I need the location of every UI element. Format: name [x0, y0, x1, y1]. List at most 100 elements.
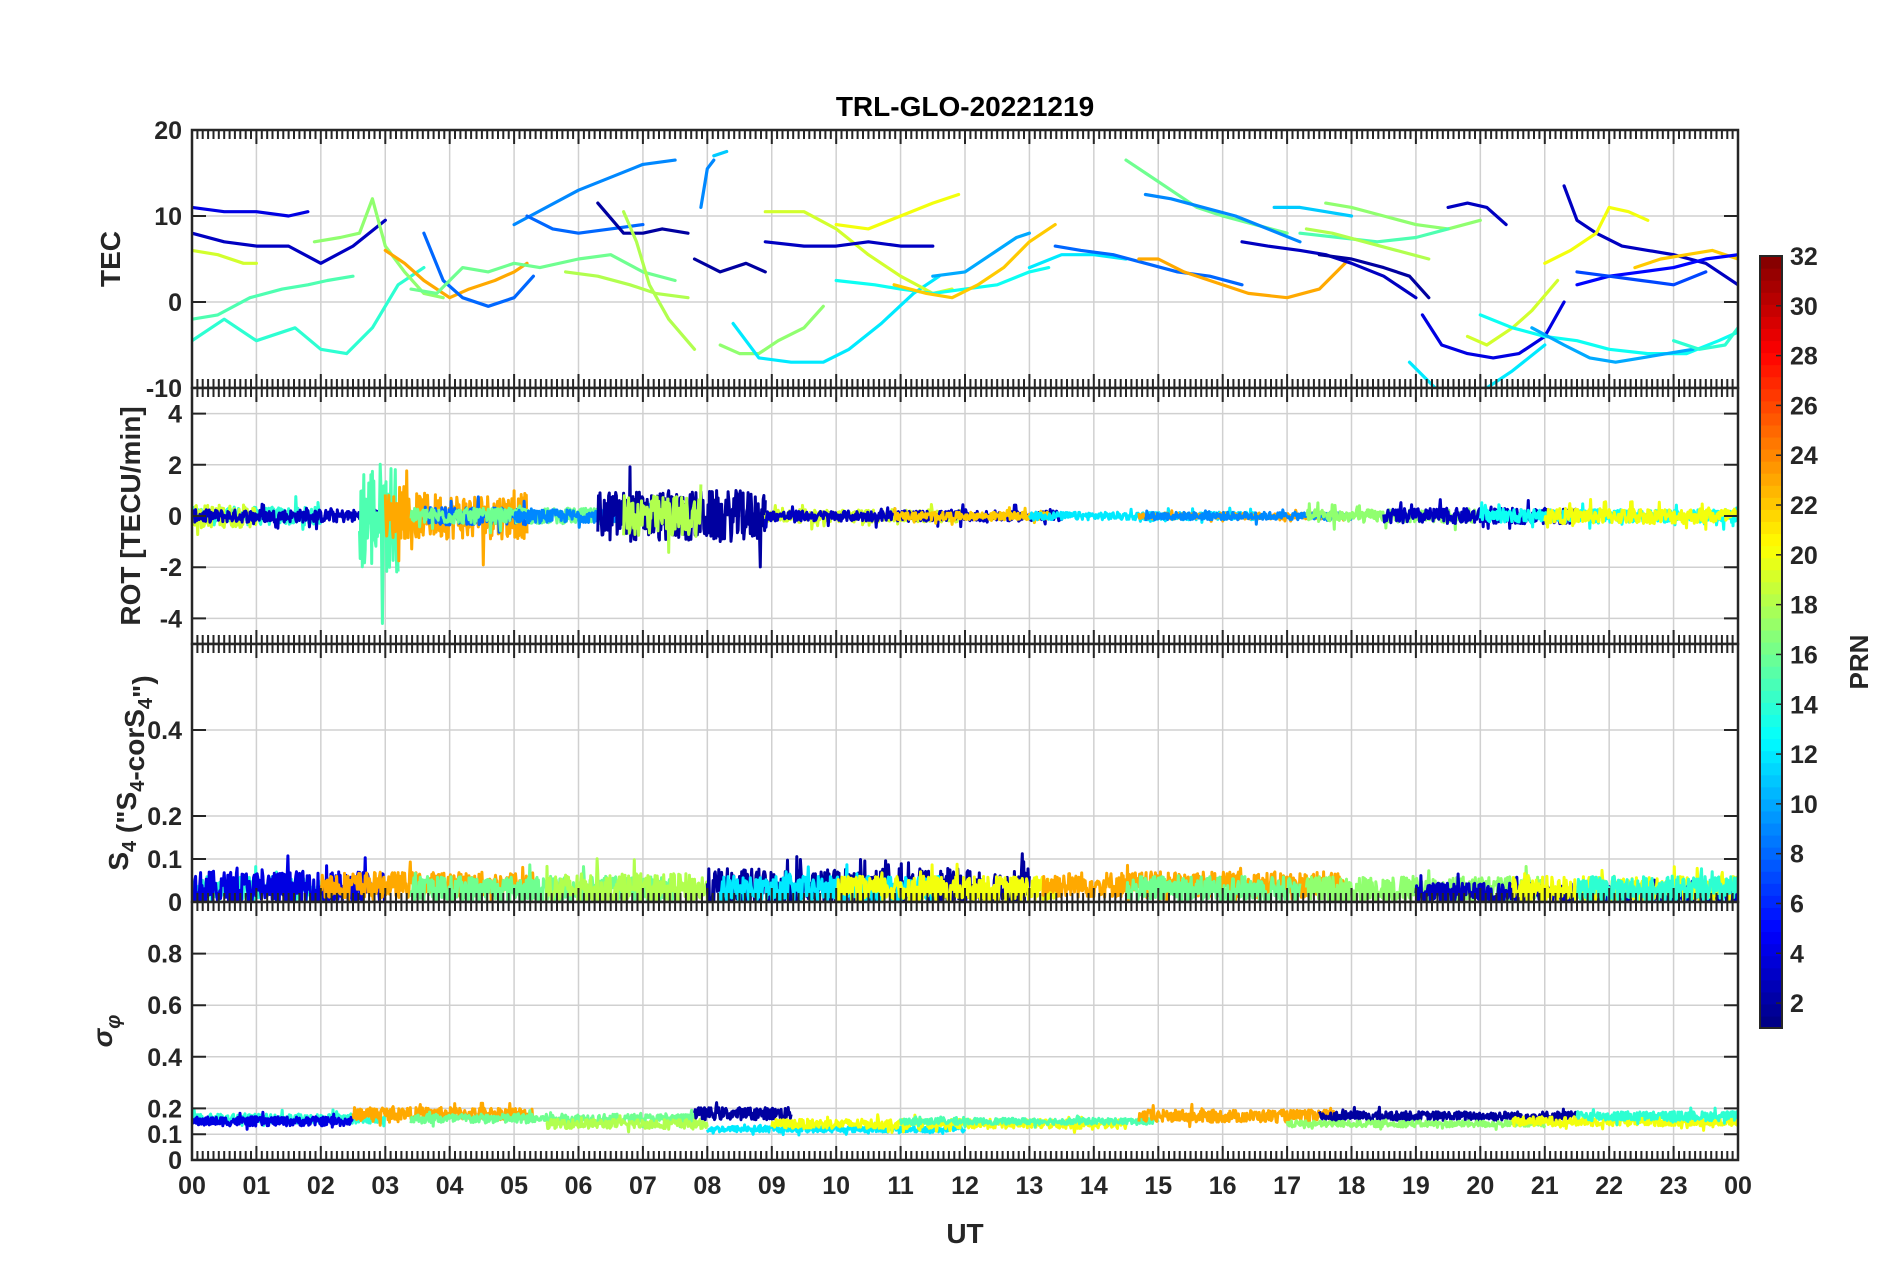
colorbar-swatch	[1760, 1003, 1782, 1017]
y-tick-label: 0.6	[147, 992, 182, 1020]
tec-series-line	[192, 205, 310, 218]
colorbar-swatch	[1760, 400, 1782, 414]
colorbar-swatch	[1760, 750, 1782, 764]
x-tick-label: 00	[178, 1172, 206, 1200]
tec-series-line	[692, 257, 767, 274]
tec-series-line	[712, 149, 729, 158]
colorbar-swatch	[1760, 304, 1782, 317]
s4-series-line	[409, 863, 677, 902]
tec-series-line	[192, 218, 387, 265]
colorbar-swatch	[1760, 316, 1782, 329]
colorbar-swatch	[1760, 955, 1782, 969]
rot-series-line	[892, 506, 1057, 526]
sigma-series-line	[545, 1114, 709, 1134]
y-axis-label-rot: ROT [TECU/min]	[115, 406, 146, 625]
colorbar-swatch	[1760, 871, 1782, 884]
colorbar-swatch	[1760, 352, 1782, 366]
tec-series-line	[931, 231, 1032, 278]
x-tick-label: 16	[1209, 1172, 1237, 1200]
colorbar-swatch	[1760, 883, 1782, 896]
x-tick-label: 21	[1531, 1172, 1559, 1200]
y-tick-label: 0.4	[147, 717, 182, 745]
colorbar-swatch	[1760, 412, 1782, 426]
sigma-series-line	[1575, 1106, 1738, 1127]
x-tick-label: 10	[822, 1172, 850, 1200]
tec-series-line	[1324, 201, 1482, 231]
x-tick-label: 20	[1466, 1172, 1494, 1200]
tec-series-line	[192, 266, 426, 356]
panel-s4-ticks	[191, 644, 1739, 903]
tec-series-line	[1298, 227, 1450, 244]
colorbar-swatch	[1760, 593, 1782, 607]
tec-series-line	[1543, 205, 1650, 265]
x-tick-labels: 00 01 02 03 04 05 06 07 08 09 10 11 12 13 14 15 16 17 18 19…	[178, 1172, 1752, 1200]
tec-series-line	[1671, 326, 1738, 351]
colorbar-tick-label: 6	[1790, 890, 1804, 918]
panel-tec-data	[192, 149, 1738, 388]
y-axis-label-s4: S4 ("S4-corS4")	[103, 675, 158, 870]
colorbar-swatch	[1760, 292, 1782, 305]
panel-rot: -4 -2 0 2 4 ROT [TECU/min]	[115, 386, 1740, 646]
colorbar-swatch	[1760, 376, 1782, 390]
colorbar-tick-label: 20	[1790, 542, 1818, 570]
colorbar-swatch	[1760, 629, 1782, 643]
tec-series-line	[1053, 244, 1244, 287]
colorbar-swatch	[1760, 895, 1782, 908]
colorbar-swatch	[1760, 473, 1782, 486]
colorbar-swatch	[1760, 485, 1782, 498]
colorbar-swatch	[1760, 931, 1782, 945]
rot-series-line	[358, 462, 400, 625]
colorbar-swatch	[1760, 810, 1782, 824]
sigma-series-line	[192, 1110, 354, 1131]
sigma-series-line	[693, 1101, 793, 1122]
y-tick-label: 10	[154, 203, 182, 231]
tec-series-line	[512, 158, 677, 227]
sigma-series-line	[1137, 1102, 1347, 1129]
s4-series-line	[1576, 867, 1738, 902]
colorbar-swatch	[1760, 268, 1782, 281]
colorbar-label: PRN	[1844, 635, 1874, 690]
panel-tec: -10 0 10 20 TEC	[95, 117, 1740, 403]
panel-sigma-ticks	[191, 902, 1739, 1161]
tick-marks	[191, 388, 1739, 644]
colorbar-tick-label: 28	[1790, 343, 1818, 371]
tec-series-line	[1137, 257, 1347, 300]
tec-series-line	[718, 304, 825, 356]
x-tick-label: 02	[307, 1172, 335, 1200]
x-tick-label: 18	[1338, 1172, 1366, 1200]
x-tick-label: 13	[1016, 1172, 1044, 1200]
tec-series-line	[892, 223, 1057, 300]
panel-s4: 0 0.1 0.2 0.4S4 ("S4-corS4")	[103, 642, 1740, 917]
colorbar-swatch	[1760, 545, 1782, 559]
colorbar-swatch	[1760, 509, 1782, 522]
tec-series-line	[1575, 253, 1738, 287]
tec-series-line	[699, 158, 716, 209]
colorbar-swatch	[1760, 738, 1782, 752]
colorbar-tick-label: 8	[1790, 841, 1804, 869]
colorbar-swatch	[1760, 581, 1782, 595]
colorbar-swatch	[1760, 617, 1782, 631]
tec-series-line	[525, 214, 645, 235]
tec-series-line	[1272, 205, 1354, 218]
colorbar-swatch	[1760, 690, 1782, 703]
colorbar-swatch	[1760, 557, 1782, 571]
tec-series-line	[1575, 270, 1708, 287]
y-axis-label-tec: TEC	[95, 231, 126, 287]
sigma-series-line	[1285, 1118, 1547, 1131]
colorbar-swatch	[1760, 907, 1782, 921]
s4-series-line	[1304, 865, 1547, 902]
x-tick-label: 07	[629, 1172, 657, 1200]
x-tick-label: 17	[1273, 1172, 1301, 1200]
colorbar-swatch	[1760, 859, 1782, 872]
s4-series-line	[1124, 874, 1302, 902]
colorbar-tick-label: 26	[1790, 392, 1818, 420]
tick-marks	[191, 644, 1739, 903]
tec-series-line	[1478, 313, 1738, 356]
tec-series-line	[1407, 343, 1547, 388]
tec-series-line	[834, 192, 961, 231]
y-tick-label: 0	[168, 1147, 182, 1175]
y-tick-label: 0.2	[147, 803, 182, 831]
rot-series-line	[1543, 498, 1738, 531]
